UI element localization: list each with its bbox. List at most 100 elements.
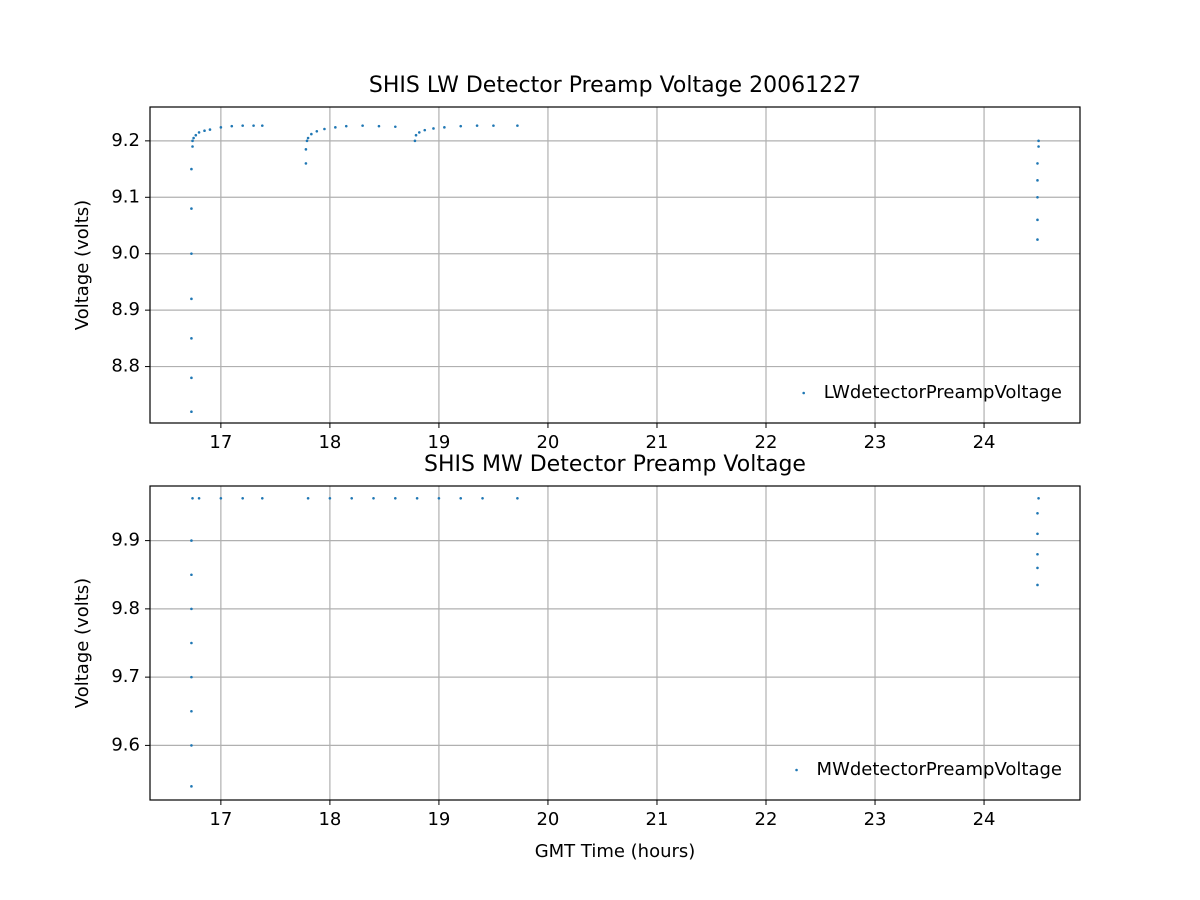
point bbox=[192, 136, 195, 140]
x-tick-label: 17 bbox=[209, 809, 232, 830]
y-tick-label: 9.7 bbox=[111, 666, 140, 687]
point bbox=[241, 124, 244, 127]
chart-title: SHIS LW Detector Preamp Voltage 20061227 bbox=[369, 73, 861, 98]
point bbox=[372, 496, 375, 500]
point bbox=[219, 126, 223, 129]
point bbox=[190, 709, 193, 713]
point bbox=[516, 496, 519, 500]
axes-frame bbox=[149, 485, 1081, 801]
point bbox=[219, 496, 223, 500]
axes-frame bbox=[149, 106, 1081, 424]
point bbox=[1036, 218, 1039, 222]
y-axis-label: Voltage (volts) bbox=[72, 578, 93, 708]
point bbox=[190, 573, 193, 577]
x-tick-label: 23 bbox=[864, 809, 887, 830]
x-tick-label: 21 bbox=[646, 432, 669, 453]
point bbox=[423, 128, 427, 132]
x-tick-label: 22 bbox=[755, 432, 778, 453]
point bbox=[190, 785, 193, 788]
point bbox=[190, 744, 193, 747]
point bbox=[1036, 195, 1039, 199]
point bbox=[304, 148, 308, 151]
y-tick-label: 8.9 bbox=[111, 299, 140, 320]
point bbox=[492, 124, 495, 127]
y-tick-label: 9.0 bbox=[111, 243, 140, 264]
point bbox=[344, 124, 348, 128]
point bbox=[190, 337, 193, 340]
point bbox=[475, 124, 479, 127]
x-tick-label: 18 bbox=[318, 809, 341, 830]
x-axis-label: GMT Time (hours) bbox=[535, 841, 696, 862]
point bbox=[305, 139, 309, 143]
legend-label: MWdetectorPreampVoltage bbox=[817, 759, 1062, 780]
point bbox=[190, 376, 193, 380]
y-axis-label: Voltage (volts) bbox=[72, 200, 93, 330]
point bbox=[459, 124, 463, 128]
point bbox=[190, 207, 193, 210]
point bbox=[1036, 162, 1039, 165]
x-tick-label: 20 bbox=[536, 809, 559, 830]
point bbox=[260, 496, 264, 500]
point bbox=[361, 124, 364, 127]
x-tick-label: 24 bbox=[973, 809, 996, 830]
point bbox=[190, 252, 193, 256]
point bbox=[350, 496, 353, 500]
point bbox=[1037, 496, 1040, 500]
y-tick-label: 9.8 bbox=[111, 598, 140, 619]
legend-label: LWdetectorPreampVoltage bbox=[824, 382, 1062, 403]
x-tick-label: 20 bbox=[536, 432, 559, 453]
x-tick-label: 22 bbox=[755, 809, 778, 830]
point bbox=[1036, 583, 1039, 587]
point bbox=[190, 410, 193, 414]
point bbox=[417, 131, 421, 134]
legend-marker bbox=[795, 768, 798, 772]
point bbox=[252, 124, 255, 127]
point bbox=[377, 124, 381, 128]
point bbox=[197, 131, 201, 134]
y-tick-label: 9.6 bbox=[111, 734, 140, 755]
point bbox=[414, 133, 418, 137]
point bbox=[1036, 179, 1039, 182]
y-tick-label: 9.2 bbox=[111, 130, 140, 151]
point bbox=[191, 145, 194, 148]
point bbox=[394, 125, 397, 129]
y-tick-label: 9.1 bbox=[111, 186, 140, 207]
point bbox=[191, 496, 194, 500]
point bbox=[306, 136, 310, 140]
point bbox=[190, 297, 193, 301]
point bbox=[197, 496, 201, 500]
y-tick-label: 9.9 bbox=[111, 530, 140, 551]
point bbox=[208, 128, 212, 131]
point bbox=[191, 139, 194, 143]
point bbox=[190, 675, 193, 679]
point bbox=[443, 126, 446, 129]
point bbox=[432, 127, 435, 130]
point bbox=[190, 167, 193, 171]
point bbox=[413, 139, 417, 143]
x-tick-label: 21 bbox=[646, 809, 669, 830]
point bbox=[190, 607, 193, 611]
point bbox=[394, 496, 397, 500]
point bbox=[323, 127, 326, 131]
point bbox=[310, 132, 313, 136]
point bbox=[437, 496, 441, 500]
point bbox=[1036, 566, 1039, 570]
point bbox=[1036, 532, 1039, 536]
x-tick-label: 19 bbox=[427, 432, 450, 453]
point bbox=[1036, 238, 1039, 241]
point bbox=[260, 124, 264, 127]
point bbox=[481, 496, 484, 500]
point bbox=[190, 539, 193, 542]
point bbox=[328, 496, 332, 500]
point bbox=[315, 129, 319, 133]
point bbox=[304, 162, 308, 165]
x-tick-label: 19 bbox=[427, 809, 450, 830]
x-tick-label: 23 bbox=[864, 432, 887, 453]
legend-marker bbox=[802, 391, 805, 395]
point bbox=[306, 496, 310, 500]
point bbox=[194, 133, 198, 137]
point bbox=[241, 496, 244, 500]
point bbox=[1036, 552, 1039, 556]
chart-title: SHIS MW Detector Preamp Voltage bbox=[424, 452, 806, 477]
